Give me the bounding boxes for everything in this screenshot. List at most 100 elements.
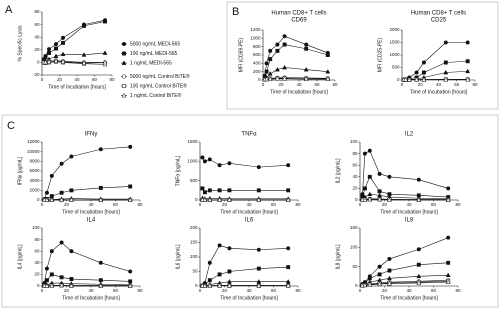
y-tick-label: 200 [253, 69, 261, 74]
y-tick-label: 60 [34, 22, 40, 27]
marker [417, 178, 421, 182]
marker [368, 175, 371, 178]
legend-label: 5000 ng/mL MEDI-565 [130, 41, 180, 47]
marker [70, 155, 74, 159]
x-tick-label: 80 [455, 202, 461, 207]
y-tick-label: 500 [190, 178, 198, 183]
x-tick-label: 80 [295, 202, 301, 207]
x-tick-label: 20 [418, 82, 424, 87]
marker [228, 247, 232, 251]
marker [257, 189, 260, 192]
y-tick-label: 20 [34, 272, 40, 277]
marker [208, 261, 212, 265]
y-tick-label: 500 [392, 65, 400, 70]
y-tick-label: 80 [352, 151, 358, 156]
y-tick-label: 400 [253, 61, 261, 66]
legend-label: 1 ng/mL Control BiTE® [130, 92, 182, 99]
x-tick-label: 40 [74, 77, 80, 82]
x-tick-label: 40 [88, 202, 94, 207]
x-axis-label: Time of Incubation [hours] [270, 89, 328, 95]
marker [276, 49, 279, 52]
marker [208, 158, 212, 162]
marker [388, 269, 391, 272]
y-tick-label: 1000 [187, 159, 198, 164]
x-tick-label: 20 [222, 202, 228, 207]
marker [326, 53, 329, 56]
marker [99, 186, 102, 189]
y-axis-label: MFI (CD25-PE) [377, 37, 383, 72]
y-axis-label: IL4 [pg/mL] [17, 244, 23, 270]
marker [368, 277, 371, 280]
marker [417, 263, 420, 266]
marker [218, 244, 222, 248]
x-tick-label: 80 [455, 288, 461, 293]
marker [60, 162, 64, 166]
x-tick-label: 20 [57, 77, 63, 82]
marker [378, 190, 381, 193]
y-tick-label: 200 [190, 225, 198, 230]
marker [363, 187, 366, 190]
marker [276, 43, 280, 47]
marker [218, 189, 221, 192]
x-axis-label: Time of Incubation [hours] [410, 89, 468, 95]
y-tick-label: 20 [352, 186, 358, 191]
x-tick-label: 40 [88, 288, 94, 293]
marker [201, 156, 205, 160]
legend-label: 100 ng/mL MEDI-565 [130, 51, 178, 57]
marker [283, 43, 286, 46]
marker [422, 61, 426, 65]
marker [218, 273, 221, 276]
x-tick-label: 60 [431, 288, 437, 293]
y-tick-label: 8000 [29, 159, 40, 164]
marker [61, 41, 64, 44]
legend-label: 100 ng/mL Control BiTE® [130, 82, 187, 89]
x-tick-label: 60 [454, 82, 460, 87]
marker [283, 34, 287, 38]
x-tick-label: 40 [296, 82, 302, 87]
marker [415, 71, 419, 75]
y-tick-label: 600 [253, 52, 261, 57]
marker [466, 60, 469, 63]
marker [45, 267, 49, 271]
chart-title: IL8 [405, 218, 414, 224]
marker [228, 270, 231, 273]
x-tick-label: 40 [436, 82, 442, 87]
x-axis-label: Time of Incubation [hours] [380, 295, 438, 301]
x-tick-label: 80 [137, 202, 143, 207]
marker [99, 279, 102, 282]
marker [388, 257, 392, 261]
marker [45, 279, 48, 282]
y-tick-label: 1500 [187, 139, 198, 144]
chart-title: Human CD8+ T cells [411, 11, 466, 17]
marker [208, 189, 211, 192]
marker [378, 273, 381, 276]
y-axis-label: IL6 [pg/mL] [175, 244, 181, 270]
legend-label: 1 ng/mL MEDI-565 [130, 60, 172, 66]
x-axis-label: Time of Incubation [hours] [48, 84, 106, 90]
marker [265, 62, 269, 66]
marker [218, 163, 222, 167]
marker [60, 191, 63, 194]
x-tick-label: 20 [64, 202, 70, 207]
x-tick-label: 80 [295, 288, 301, 293]
x-tick-label: 60 [314, 82, 320, 87]
x-tick-label: 20 [278, 82, 284, 87]
x-axis-label: Time of Incubation [hours] [220, 295, 278, 301]
y-tick-label: 4000 [29, 178, 40, 183]
panel-label: C [7, 120, 15, 132]
x-tick-label: 80 [109, 77, 115, 82]
x-axis-label: Time of Incubation [hours] [220, 209, 278, 215]
marker [378, 265, 382, 269]
marker [70, 189, 73, 192]
x-tick-label: 40 [406, 288, 412, 293]
x-tick-label: 60 [431, 202, 437, 207]
chart-title: Human CD8+ T cells [271, 11, 326, 17]
marker [265, 70, 268, 73]
x-axis-label: Time of Incubation [hours] [62, 295, 120, 301]
y-tick-label: 1200 [250, 27, 261, 32]
y-tick-label: 60 [352, 162, 358, 167]
marker [447, 261, 450, 264]
y-tick-label: 20 [34, 47, 40, 52]
